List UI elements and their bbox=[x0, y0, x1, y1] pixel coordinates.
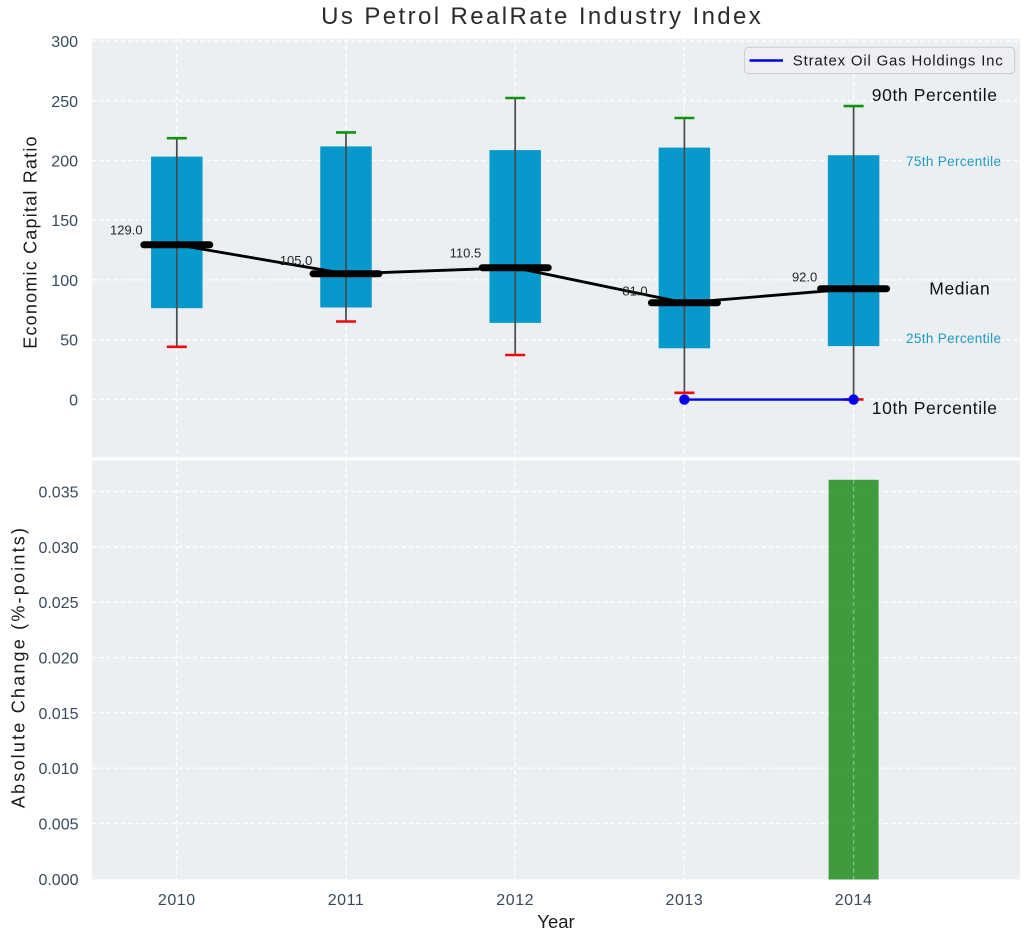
svg-text:250: 250 bbox=[51, 94, 78, 111]
svg-text:0.035: 0.035 bbox=[38, 485, 78, 502]
svg-text:2011: 2011 bbox=[328, 892, 365, 909]
svg-text:Stratex Oil Gas Holdings Inc: Stratex Oil Gas Holdings Inc bbox=[793, 53, 1004, 70]
svg-text:Median: Median bbox=[929, 279, 990, 299]
svg-text:25th Percentile: 25th Percentile bbox=[906, 331, 1001, 346]
svg-text:81.0: 81.0 bbox=[622, 284, 647, 299]
svg-text:300: 300 bbox=[51, 34, 78, 51]
svg-text:0.025: 0.025 bbox=[38, 595, 78, 612]
svg-text:2010: 2010 bbox=[158, 892, 196, 909]
svg-text:Absolute Change (%-points): Absolute Change (%-points) bbox=[9, 526, 29, 808]
svg-text:105.0: 105.0 bbox=[280, 253, 313, 268]
svg-text:10th Percentile: 10th Percentile bbox=[872, 398, 998, 418]
svg-text:110.5: 110.5 bbox=[450, 246, 482, 261]
svg-text:Year: Year bbox=[537, 911, 574, 932]
svg-text:50: 50 bbox=[60, 333, 78, 350]
svg-text:92.0: 92.0 bbox=[792, 270, 817, 285]
svg-text:2012: 2012 bbox=[496, 892, 534, 909]
svg-text:200: 200 bbox=[51, 154, 78, 171]
svg-text:0: 0 bbox=[69, 392, 78, 409]
svg-text:2013: 2013 bbox=[666, 892, 704, 909]
svg-text:75th Percentile: 75th Percentile bbox=[906, 154, 1001, 169]
svg-text:Economic Capital Ratio: Economic Capital Ratio bbox=[21, 135, 41, 348]
svg-text:0.010: 0.010 bbox=[38, 761, 78, 778]
svg-text:2014: 2014 bbox=[835, 892, 873, 909]
svg-text:90th Percentile: 90th Percentile bbox=[872, 85, 998, 105]
svg-text:150: 150 bbox=[51, 213, 78, 230]
svg-text:0.030: 0.030 bbox=[38, 540, 78, 557]
svg-text:129.0: 129.0 bbox=[110, 223, 143, 238]
svg-text:0.000: 0.000 bbox=[38, 872, 78, 889]
svg-text:100: 100 bbox=[51, 273, 78, 290]
svg-text:Us Petrol RealRate Industry In: Us Petrol RealRate Industry Index bbox=[321, 3, 763, 30]
svg-text:0.015: 0.015 bbox=[38, 706, 78, 723]
svg-text:0.005: 0.005 bbox=[38, 817, 78, 834]
svg-text:0.020: 0.020 bbox=[38, 651, 78, 668]
